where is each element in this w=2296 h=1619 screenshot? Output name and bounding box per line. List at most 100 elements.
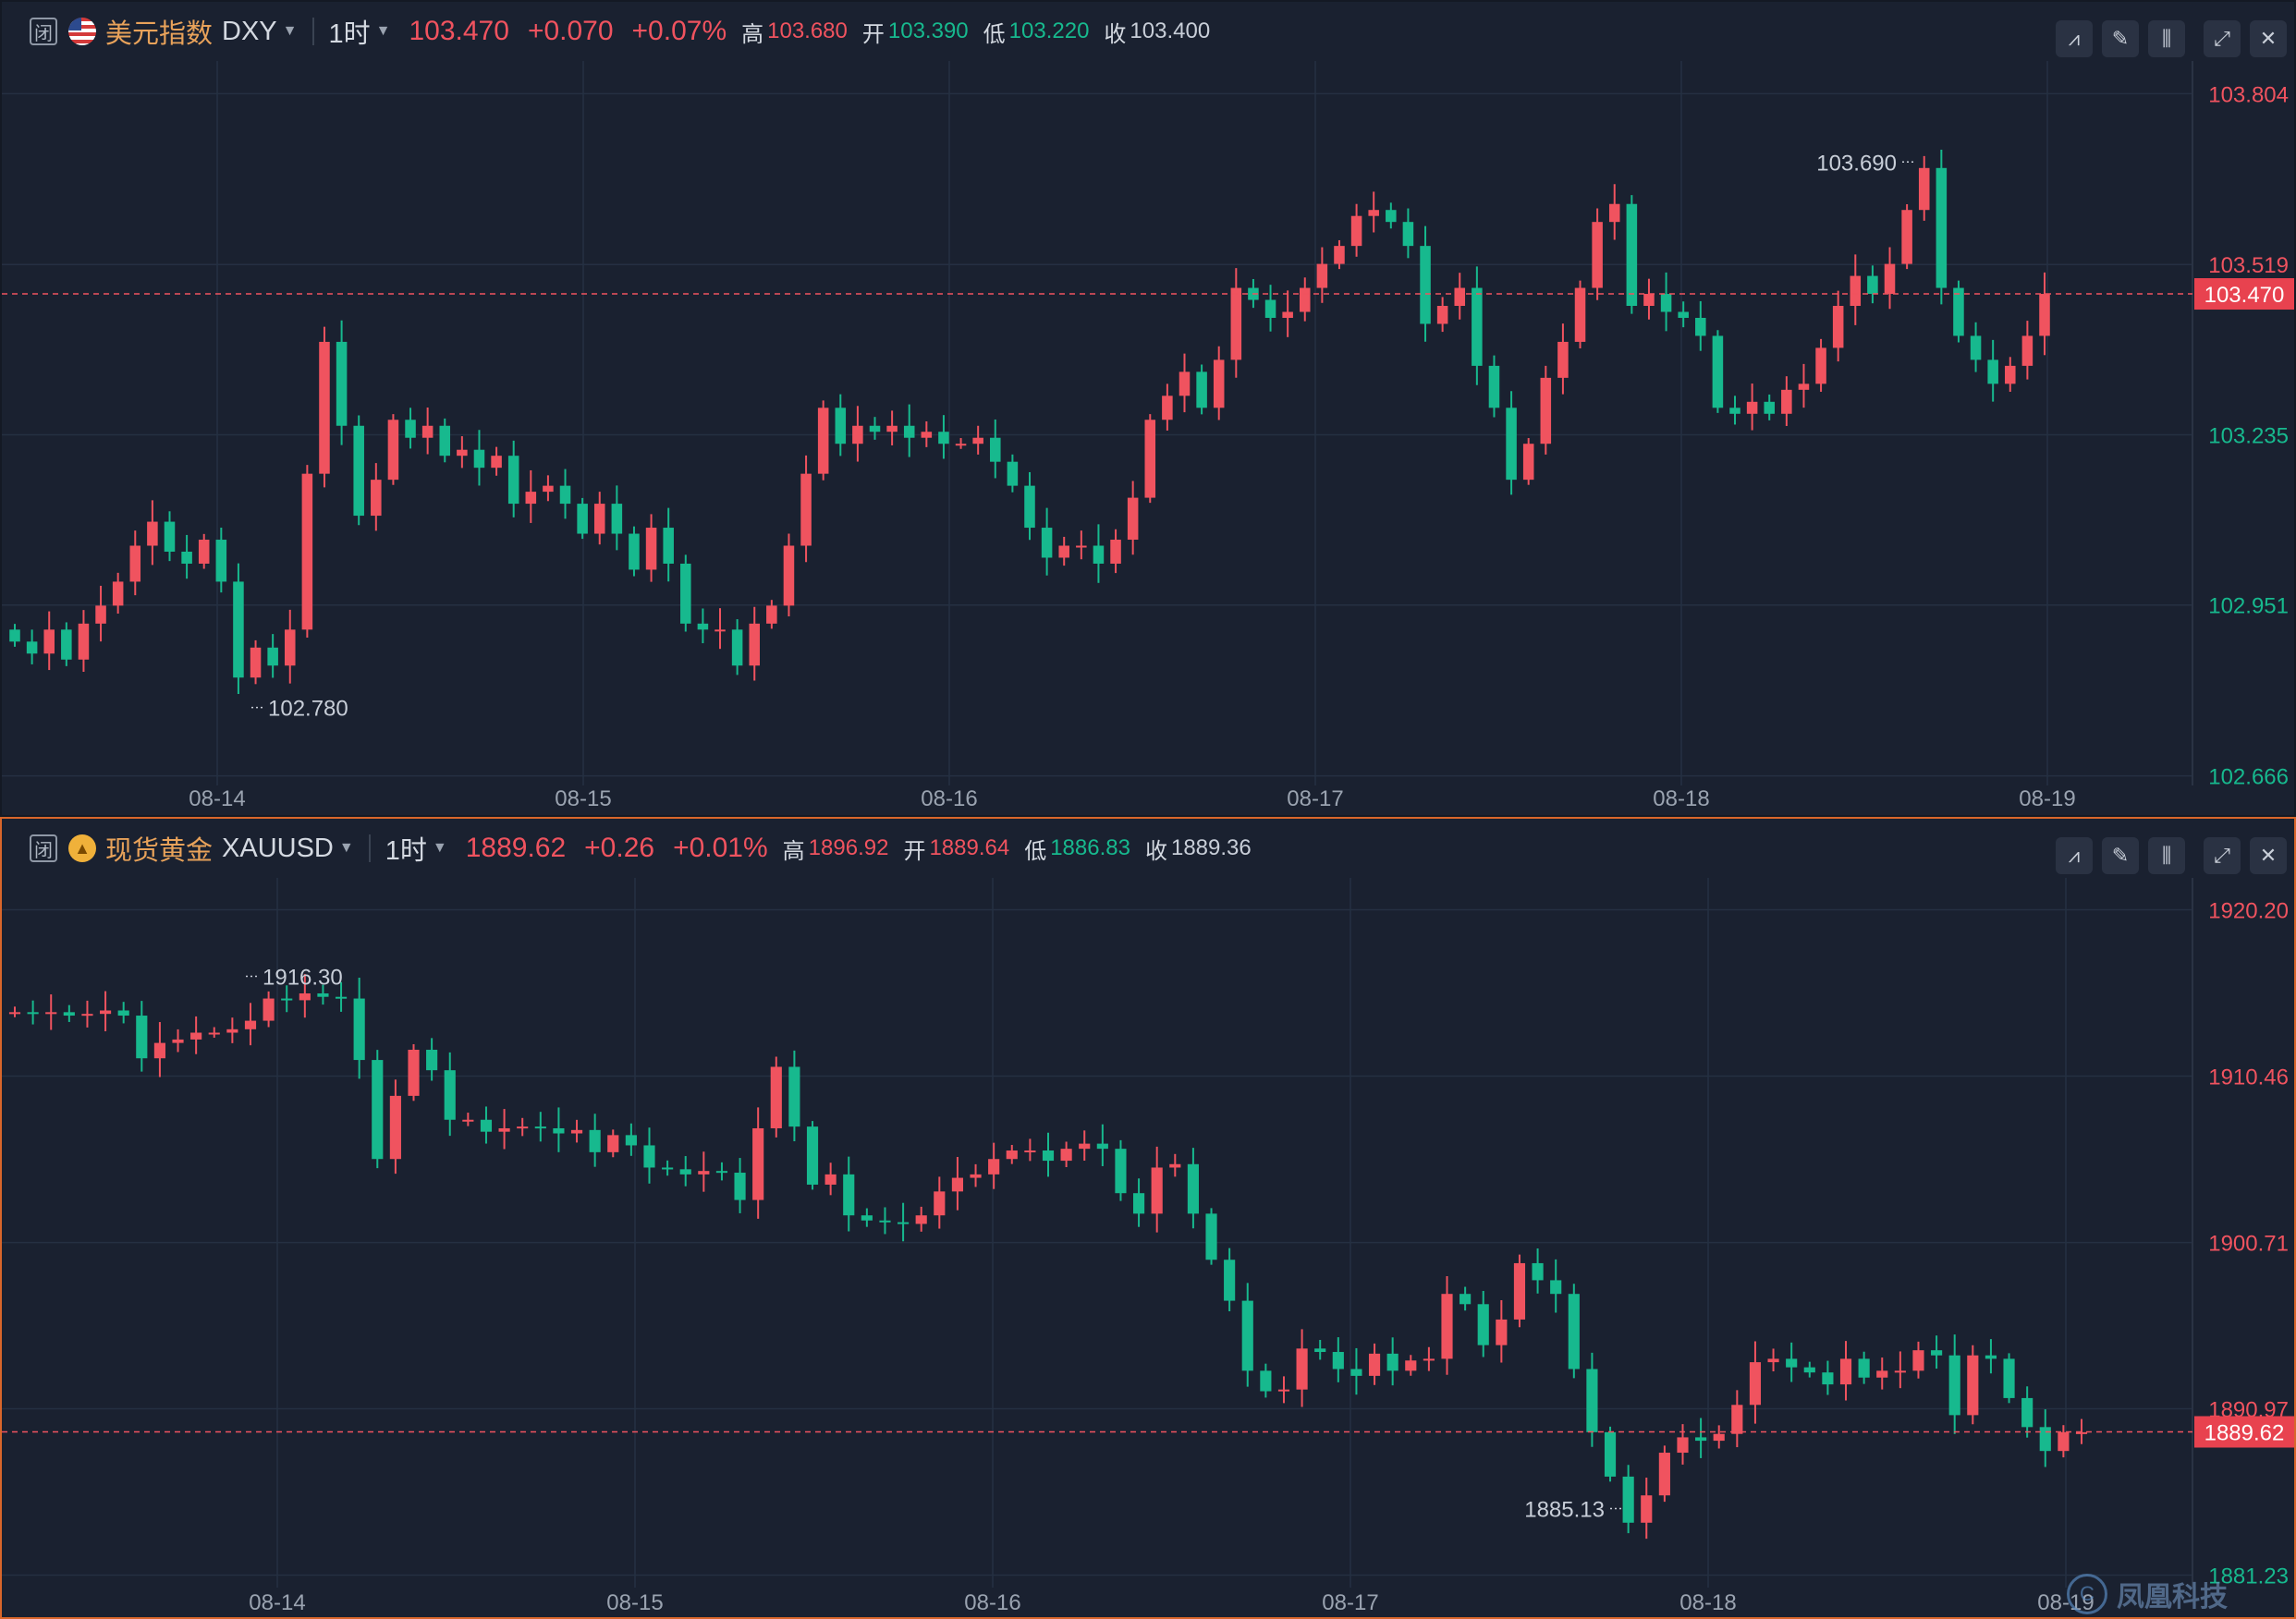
candle-body (570, 1129, 583, 1134)
candle-body (766, 605, 777, 624)
line-chart-icon[interactable]: ⩘ (2056, 20, 2093, 57)
candle-body (543, 485, 554, 493)
candle-body (172, 1039, 184, 1043)
period-selector[interactable]: 1时 (328, 19, 371, 49)
pencil-icon[interactable]: ✎ (2102, 837, 2139, 874)
candle-body (244, 1020, 257, 1029)
low-value: 1886.83 (1050, 835, 1130, 860)
chevron-down-icon[interactable]: ▼ (282, 23, 298, 39)
candle-body (1781, 389, 1792, 414)
candle-body (421, 425, 434, 438)
candle-body (879, 1220, 891, 1223)
expand-icon[interactable]: ⤢ (2204, 20, 2241, 57)
candle-body (1169, 1163, 1181, 1168)
instrument-symbol[interactable]: DXY (222, 16, 277, 46)
candle-body (731, 629, 743, 666)
close-panel-button[interactable]: 闭 (30, 834, 57, 862)
xauusd-candlestick-chart[interactable]: 1920.201910.461900.711890.971881.2308-14… (2, 878, 2294, 1617)
candle-body (1402, 222, 1414, 247)
chevron-down-icon[interactable]: ▼ (375, 23, 391, 39)
candle-body (1643, 294, 1655, 307)
candle-body (1731, 1405, 1743, 1434)
pencil-icon[interactable]: ✎ (2102, 20, 2139, 57)
candle-body (2075, 1431, 2088, 1434)
close-icon[interactable]: ✕ (2250, 837, 2287, 874)
candles-icon[interactable]: ⫼ (2148, 20, 2185, 57)
candle-body (938, 432, 949, 444)
close-panel-button[interactable]: 闭 (30, 18, 57, 45)
candle-body (824, 1174, 837, 1185)
candle-body (387, 420, 399, 481)
candle-body (1695, 1437, 1707, 1442)
candle-body (1441, 1294, 1453, 1359)
candle-body (1712, 335, 1724, 408)
current-price-tag (2194, 1416, 2294, 1448)
dxy-header: 闭 美元指数 DXY ▼ 1时 ▼ 103.470 +0.070 +0.07% … (2, 2, 2294, 61)
candle-body (1970, 335, 1982, 360)
y-tick-label: 103.235 (2208, 423, 2289, 448)
expand-icon[interactable]: ⤢ (2204, 837, 2241, 874)
candle-body (1179, 371, 1191, 396)
instrument-name[interactable]: 现货黄金 (105, 836, 214, 866)
candle-body (1858, 1358, 1870, 1378)
candle-body (9, 629, 20, 642)
candle-body (250, 647, 262, 678)
xauusd-header: 闭 ▲ 现货黄金 XAUUSD ▼ 1时 ▼ 1889.62 +0.26 +0.… (2, 819, 2294, 878)
candle-body (61, 629, 72, 660)
instrument-symbol[interactable]: XAUUSD (222, 833, 334, 863)
candle-body (26, 641, 38, 654)
chevron-down-icon[interactable]: ▼ (432, 840, 447, 856)
candle-body (1532, 1262, 1544, 1281)
candle-body (1350, 1369, 1362, 1376)
candle-body (1224, 1260, 1236, 1301)
price-change: +0.070 (527, 16, 614, 46)
chevron-down-icon[interactable]: ▼ (338, 840, 354, 856)
open-value: 103.390 (887, 18, 969, 43)
candle-body (1076, 545, 1087, 548)
candle-body (1151, 1167, 1163, 1214)
candle-body (147, 521, 158, 546)
candle-body (1299, 287, 1311, 312)
candles-icon[interactable]: ⫼ (2148, 837, 2185, 874)
candle-body (2039, 1427, 2051, 1452)
candle-body (1024, 1150, 1036, 1152)
close-icon[interactable]: ✕ (2250, 20, 2287, 57)
open-label: 开 (861, 21, 885, 47)
candle-body (1798, 383, 1810, 390)
candle-body (2021, 1397, 2033, 1428)
candle-body (1822, 1372, 1834, 1385)
extreme-annotation: 102.780 (268, 697, 348, 722)
candle-body (317, 993, 329, 997)
candle-body (1132, 1193, 1145, 1214)
candle-body (1604, 1431, 1617, 1477)
candle-body (1876, 1370, 1888, 1378)
candle-body (301, 473, 313, 630)
candle-body (1901, 210, 1912, 264)
dxy-candlestick-chart[interactable]: 103.804 103.519 103.235 102.951 102.666 08-14… (2, 61, 2294, 817)
line-chart-icon[interactable]: ⩘ (2056, 837, 2093, 874)
candle-body (1513, 1262, 1526, 1320)
candle-body (1110, 540, 1121, 564)
candle-body (1459, 1294, 1472, 1305)
candle-body (589, 1129, 601, 1152)
candle-body (81, 1014, 93, 1016)
candle-body (1867, 275, 1878, 295)
instrument-name[interactable]: 美元指数 (105, 19, 214, 49)
candle-body (1296, 1348, 1308, 1390)
candle-body (2058, 1431, 2070, 1452)
x-tick-label: 08-17 (1287, 786, 1343, 811)
candle-body (714, 629, 726, 632)
candle-body (45, 1012, 57, 1015)
candle-body (861, 1215, 873, 1221)
candle-body (643, 1145, 655, 1168)
candle-body (752, 1127, 764, 1200)
candle-body (1850, 275, 1862, 307)
period-selector[interactable]: 1时 (385, 836, 427, 866)
close-value: 103.400 (1130, 18, 1211, 43)
x-tick-label: 08-19 (2019, 786, 2075, 811)
low-label: 低 (1024, 838, 1047, 864)
candle-body (1918, 167, 1930, 211)
candle-body (886, 425, 898, 432)
candle-body (319, 341, 330, 474)
candle-body (507, 456, 519, 505)
